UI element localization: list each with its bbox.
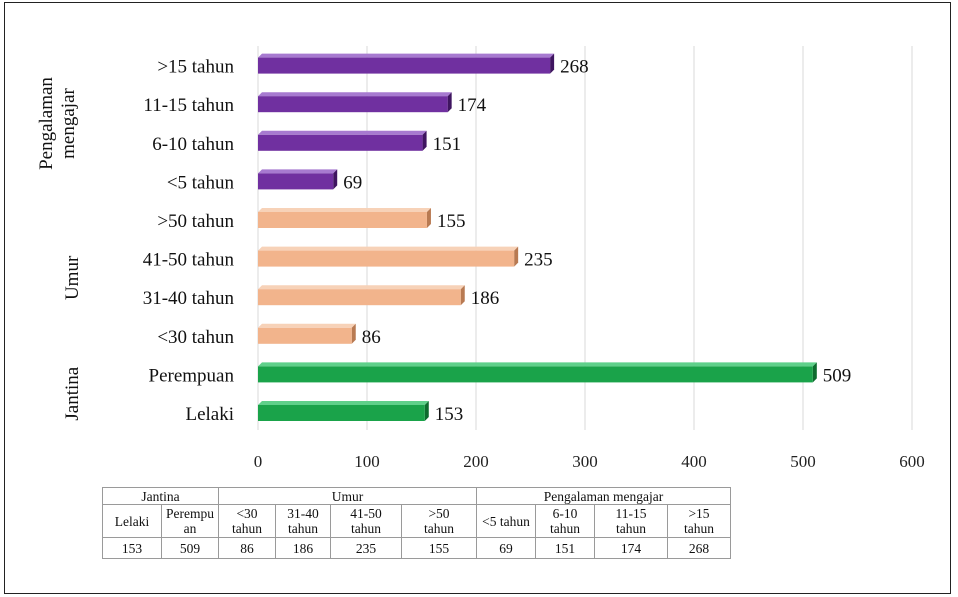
data-label: 151 xyxy=(433,134,462,155)
data-label: 86 xyxy=(362,327,381,348)
table-value-row: 153 509 86 186 235 155 69 151 174 268 xyxy=(102,537,731,559)
table-cell: 235 xyxy=(330,537,402,559)
bar xyxy=(258,250,515,267)
x-tick-label: 0 xyxy=(254,452,263,471)
bar-side-face xyxy=(333,169,338,190)
table-cell: 509 xyxy=(161,537,219,559)
category-label: >15 tahun xyxy=(157,57,234,78)
data-table: Jantina Umur Pengalaman mengajar Lelaki Per… xyxy=(102,487,731,559)
table-column-header: Lelaki xyxy=(102,504,162,538)
bar-side-face xyxy=(812,362,817,383)
bar-side-face xyxy=(514,246,519,267)
table-cell: 155 xyxy=(401,537,477,559)
bar xyxy=(258,134,423,151)
bar xyxy=(258,405,425,421)
group-label: Umur xyxy=(62,255,83,300)
bar xyxy=(258,173,334,190)
bar xyxy=(258,366,813,383)
bar-side-face xyxy=(550,53,555,74)
x-tick-label: 500 xyxy=(790,452,816,471)
table-cell: 186 xyxy=(275,537,331,559)
bar-top-face xyxy=(258,285,465,290)
table-column-header: 41-50 tahun xyxy=(330,504,402,538)
table-group-header: Umur xyxy=(218,487,477,505)
table-cell: 268 xyxy=(667,537,731,559)
bar-side-face xyxy=(460,285,465,306)
category-label: Lelaki xyxy=(185,404,234,425)
data-label: 155 xyxy=(437,211,466,232)
data-label: 268 xyxy=(560,57,589,78)
table-column-header: <5 tahun xyxy=(476,504,536,538)
category-label: 11-15 tahun xyxy=(143,95,234,116)
category-label: Perempuan xyxy=(149,365,235,386)
table-cell: 151 xyxy=(535,537,595,559)
category-label: >50 tahun xyxy=(157,211,234,232)
x-tick-label: 300 xyxy=(572,452,598,471)
category-label: 6-10 tahun xyxy=(152,134,234,155)
table-subheader-row: Lelaki Perempu an <30 tahun 31-40 tahun 41-50 ta… xyxy=(102,504,731,538)
category-label: 41-50 tahun xyxy=(143,250,235,271)
bar-side-face xyxy=(422,130,427,151)
bar-top-face xyxy=(258,362,817,367)
data-label: 235 xyxy=(524,250,553,271)
table-header-row: Jantina Umur Pengalaman mengajar xyxy=(102,487,731,505)
bar-side-face xyxy=(351,323,356,344)
bar-top-face xyxy=(258,208,431,212)
table-cell: 153 xyxy=(102,537,162,559)
data-label: 174 xyxy=(458,95,487,116)
table-column-header: <30 tahun xyxy=(218,504,276,538)
table-cell: 69 xyxy=(476,537,536,559)
bar xyxy=(258,96,448,113)
data-label: 69 xyxy=(343,172,362,193)
table-column-header: Perempu an xyxy=(161,504,219,538)
table-column-header: >15 tahun xyxy=(667,504,731,538)
category-label: <30 tahun xyxy=(157,327,234,348)
table-column-header: 31-40 tahun xyxy=(275,504,331,538)
bar xyxy=(258,327,352,344)
bar-top-face xyxy=(258,169,338,174)
data-label: 509 xyxy=(823,365,852,386)
bar-top-face xyxy=(258,92,452,97)
table-group-header: Jantina xyxy=(102,487,219,505)
category-label: 31-40 tahun xyxy=(143,288,235,309)
group-label: Jantina xyxy=(62,366,83,420)
table-cell: 174 xyxy=(594,537,668,559)
bar-top-face xyxy=(258,130,427,135)
table-column-header: 6-10 tahun xyxy=(535,504,595,538)
bar xyxy=(258,289,461,306)
x-tick-label: 600 xyxy=(899,452,925,471)
x-tick-label: 100 xyxy=(354,452,380,471)
group-label: Pengalamanmengajar xyxy=(36,77,79,170)
category-label: <5 tahun xyxy=(167,172,235,193)
bar-side-face xyxy=(424,401,429,421)
bar xyxy=(258,57,551,74)
table-column-header: >50 tahun xyxy=(401,504,477,538)
table-cell: 86 xyxy=(218,537,276,559)
x-tick-label: 200 xyxy=(463,452,489,471)
data-label: 153 xyxy=(435,404,464,425)
bar-side-face xyxy=(447,92,452,113)
bar-top-face xyxy=(258,246,519,251)
bar-top-face xyxy=(258,53,555,58)
bar-side-face xyxy=(426,208,431,228)
x-tick-label: 400 xyxy=(681,452,707,471)
table-group-header: Pengalaman mengajar xyxy=(476,487,731,505)
bar-top-face xyxy=(258,401,429,405)
table-column-header: 11-15 tahun xyxy=(594,504,668,538)
bar xyxy=(258,212,427,228)
data-label: 186 xyxy=(471,288,500,309)
bar-top-face xyxy=(258,323,356,328)
